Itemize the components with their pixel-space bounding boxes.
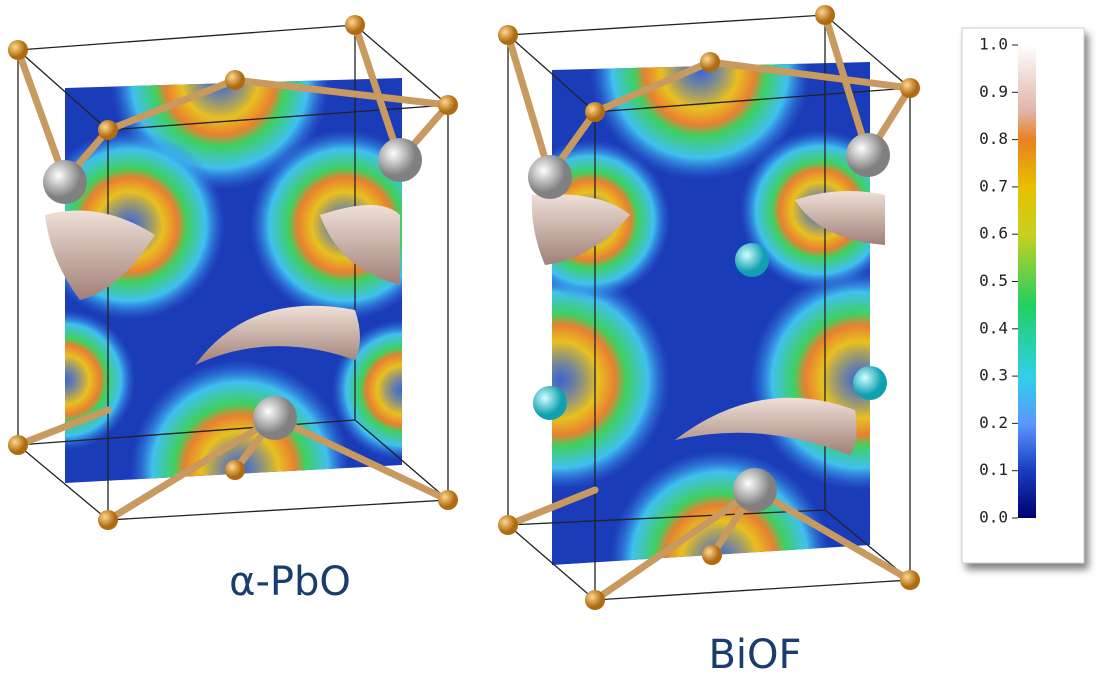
colorbar-scale — [1018, 45, 1036, 518]
tick-label: 0.8 — [979, 129, 1008, 148]
panel-label: BiOF — [708, 632, 801, 677]
tick-label: 0.2 — [979, 413, 1008, 432]
colorbar: 1.0 0.9 0.8 0.7 0.6 0.5 0.4 0.3 0.2 0.1 0.0 — [961, 27, 1085, 564]
biof-structure — [498, 5, 920, 610]
alpha-pbo-structure — [8, 15, 458, 530]
tick-label: 0.6 — [979, 224, 1008, 243]
tick-label: 1.0 — [979, 35, 1008, 54]
panel-label: α-PbO — [229, 559, 351, 605]
tick-label: 0.3 — [979, 366, 1008, 385]
tick-label: 0.1 — [979, 460, 1008, 479]
tick-label: 0.4 — [979, 318, 1008, 337]
tick-label: 0.5 — [979, 271, 1008, 290]
tick-label: 0.7 — [979, 176, 1008, 195]
tick-label: 0.9 — [979, 82, 1008, 101]
tick-label: 0.0 — [979, 508, 1008, 527]
